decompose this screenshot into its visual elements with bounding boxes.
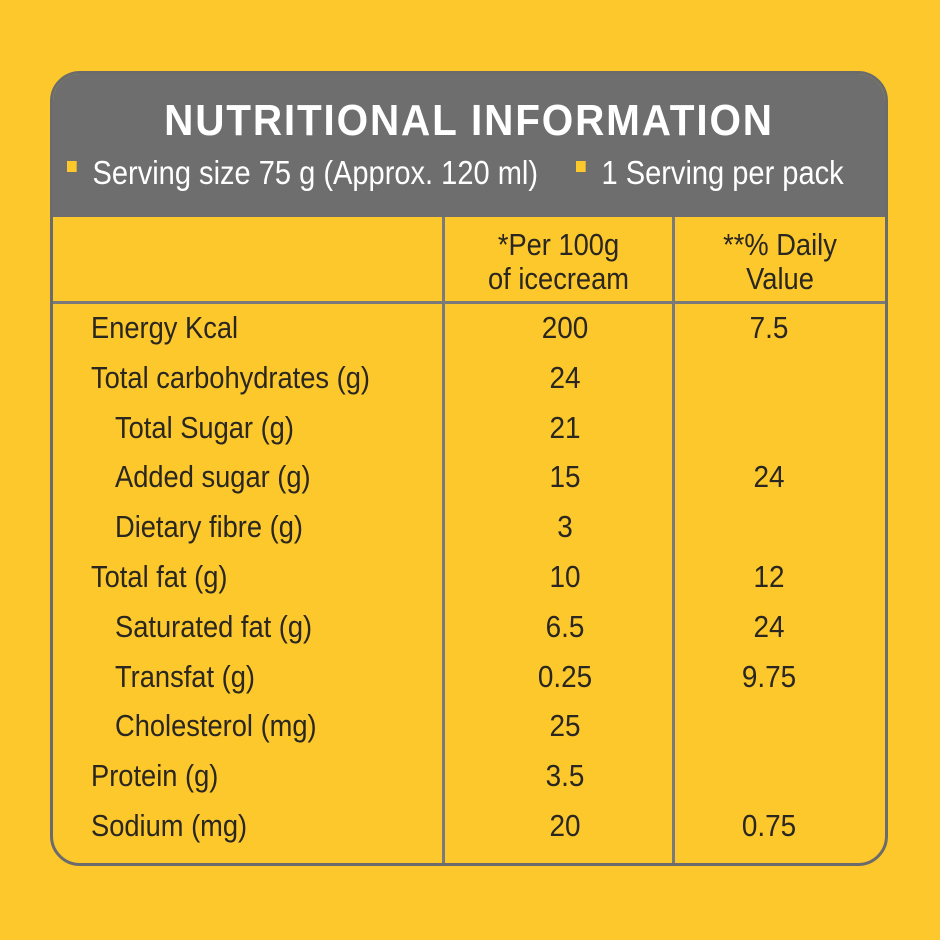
table-row: Dietary fibre (g) 3: [53, 509, 885, 559]
per-100g-value: 20: [549, 808, 581, 843]
per-100g-value: 21: [549, 409, 581, 445]
nutrient-name: Dietary fibre (g): [115, 509, 303, 545]
per-100g-value: 25: [549, 708, 581, 744]
per-100g-value: 15: [549, 459, 581, 495]
nutrient-name: Added sugar (g): [115, 459, 311, 495]
table-row: Saturated fat (g) 6.5 24: [53, 609, 885, 659]
bullet-icon: [576, 160, 586, 172]
column-header-per100g: *Per 100g of icecream: [445, 228, 672, 296]
column-divider: [672, 217, 675, 863]
column-header-line: Value: [746, 261, 814, 296]
header-row-divider: [53, 301, 885, 304]
table-row: Total carbohydrates (g) 24: [53, 360, 885, 410]
servings-per-pack-item: 1 Serving per pack: [576, 154, 844, 192]
nutrient-name: Energy Kcal: [91, 310, 239, 345]
serving-size-text: Serving size 75 g (Approx. 120 ml): [92, 154, 539, 191]
column-divider: [442, 217, 445, 863]
daily-value: 24: [753, 608, 785, 644]
per-100g-value: 3.5: [545, 758, 585, 794]
column-header-line: *Per 100g: [497, 227, 620, 262]
serving-info: Serving size 75 g (Approx. 120 ml) 1 Ser…: [67, 154, 871, 192]
serving-size-item: Serving size 75 g (Approx. 120 ml): [67, 154, 538, 192]
nutrient-name: Cholesterol (mg): [115, 708, 317, 744]
table-row: Added sugar (g) 15 24: [53, 459, 885, 509]
table-row: Transfat (g) 0.25 9.75: [53, 659, 885, 709]
per-100g-value: 10: [549, 559, 581, 594]
nutrient-name: Saturated fat (g): [115, 608, 313, 644]
nutrient-name: Total fat (g): [91, 559, 228, 594]
column-header-line: of icecream: [487, 261, 629, 296]
table-row: Total fat (g) 10 12: [53, 559, 885, 609]
panel-header: NUTRITIONAL INFORMATION Serving size 75 …: [53, 74, 885, 217]
per-100g-value: 3: [557, 509, 573, 545]
servings-per-pack-text: 1 Serving per pack: [601, 154, 844, 191]
table-row: Sodium (mg) 20 0.75: [53, 808, 885, 858]
daily-value: 12: [753, 559, 785, 594]
table-row: Energy Kcal 200 7.5: [53, 310, 885, 360]
per-100g-value: 6.5: [545, 608, 585, 644]
panel-title: NUTRITIONAL INFORMATION: [164, 96, 774, 145]
per-100g-value: 0.25: [537, 658, 593, 694]
daily-value: 0.75: [741, 808, 797, 843]
nutrient-name: Transfat (g): [115, 658, 255, 694]
daily-value: 9.75: [741, 658, 797, 694]
per-100g-value: 200: [541, 310, 589, 345]
nutrient-name: Protein (g): [91, 758, 219, 794]
bullet-icon: [67, 160, 77, 172]
column-header-line: **% Daily: [723, 227, 837, 262]
table-row: Protein (g) 3.5: [53, 758, 885, 808]
table-row: Total Sugar (g) 21: [53, 410, 885, 460]
nutrient-name: Total carbohydrates (g): [91, 359, 371, 395]
nutrition-panel: NUTRITIONAL INFORMATION Serving size 75 …: [50, 71, 888, 866]
daily-value: 24: [753, 459, 785, 495]
per-100g-value: 24: [549, 359, 581, 395]
daily-value: 7.5: [749, 310, 789, 345]
table-row: Cholesterol (mg) 25: [53, 708, 885, 758]
nutrient-name: Total Sugar (g): [115, 409, 294, 445]
nutrient-name: Sodium (mg): [91, 808, 248, 843]
column-header-daily-value: **% Daily Value: [675, 228, 885, 296]
